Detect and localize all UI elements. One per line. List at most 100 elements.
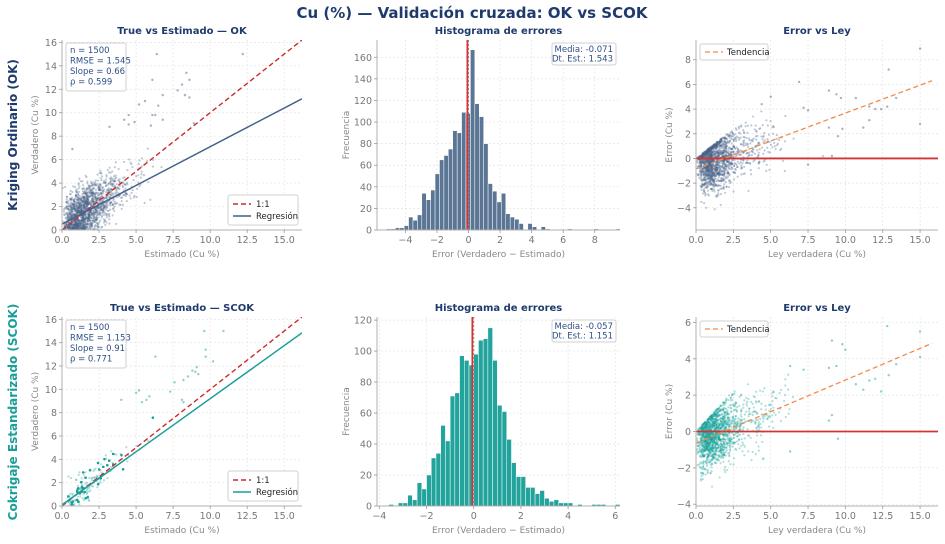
data-point — [102, 188, 106, 191]
data-point — [157, 104, 160, 107]
data-point — [98, 221, 101, 224]
data-point — [111, 182, 114, 185]
data-point — [723, 137, 726, 140]
data-point — [109, 180, 112, 183]
data-point — [102, 206, 106, 209]
data-point — [108, 222, 111, 225]
data-point — [87, 217, 90, 220]
data-point — [75, 193, 78, 197]
data-point — [748, 138, 751, 142]
data-point — [72, 226, 75, 230]
data-point — [707, 172, 710, 175]
data-point — [709, 146, 712, 149]
data-point — [84, 192, 87, 196]
data-point — [708, 153, 712, 156]
data-point — [63, 185, 67, 189]
data-point — [862, 126, 865, 129]
y-tick-label: 4 — [51, 179, 57, 190]
data-point — [723, 163, 726, 166]
y-tick-label: 12 — [45, 85, 57, 96]
data-point — [74, 209, 77, 212]
data-point — [84, 214, 88, 217]
data-point — [707, 148, 710, 151]
data-point — [714, 151, 717, 154]
data-point — [120, 200, 123, 203]
data-point — [67, 227, 70, 230]
data-point — [715, 184, 718, 188]
data-point — [113, 166, 116, 169]
data-point — [81, 194, 84, 198]
data-point — [95, 196, 98, 199]
data-point — [732, 138, 735, 142]
data-point — [76, 210, 79, 213]
data-point — [66, 217, 70, 220]
data-point — [74, 194, 77, 197]
data-point — [732, 138, 735, 141]
data-point — [918, 122, 922, 126]
data-point — [76, 224, 79, 227]
data-point — [110, 183, 113, 186]
data-point — [73, 212, 76, 216]
data-point — [886, 105, 889, 108]
data-point — [742, 139, 746, 142]
data-point — [706, 149, 709, 152]
data-point — [707, 149, 710, 152]
data-point — [89, 199, 92, 202]
data-point — [710, 159, 714, 162]
data-point — [725, 165, 728, 168]
data-point — [715, 172, 718, 175]
data-point — [721, 143, 724, 146]
data-point — [83, 218, 87, 221]
data-point — [81, 190, 85, 193]
data-point — [711, 171, 714, 174]
data-point — [75, 222, 79, 225]
data-point — [129, 161, 132, 164]
x-tick-label: 10.0 — [835, 235, 856, 246]
data-point — [72, 227, 75, 230]
data-point — [86, 203, 89, 206]
data-point — [724, 145, 728, 148]
data-point — [124, 187, 127, 190]
data-point — [69, 197, 72, 201]
data-point — [80, 225, 83, 228]
data-point — [78, 198, 81, 201]
data-point — [708, 161, 711, 165]
data-point — [725, 137, 728, 140]
data-point — [728, 172, 731, 176]
data-point — [82, 226, 85, 229]
data-point — [93, 212, 96, 215]
data-point — [721, 151, 724, 154]
data-point — [719, 144, 722, 147]
data-point — [86, 204, 89, 207]
data-point — [74, 220, 77, 224]
data-point — [94, 218, 98, 222]
data-point — [72, 226, 76, 230]
data-point — [716, 150, 720, 153]
data-point — [705, 150, 708, 153]
data-point — [73, 213, 77, 216]
data-point — [88, 201, 91, 204]
data-point — [82, 221, 85, 224]
data-point — [742, 144, 745, 147]
data-point — [715, 147, 718, 150]
data-point — [712, 146, 715, 149]
data-point — [99, 191, 103, 195]
data-point — [73, 206, 76, 209]
data-point — [75, 209, 78, 212]
data-point — [719, 171, 723, 174]
data-point — [84, 199, 87, 203]
data-point — [133, 120, 136, 124]
data-point — [72, 204, 76, 207]
data-point — [110, 176, 113, 179]
data-point — [180, 398, 184, 402]
data-point — [77, 225, 80, 228]
data-point — [72, 214, 75, 217]
data-point — [142, 173, 146, 177]
data-point — [99, 212, 102, 215]
data-point — [96, 173, 99, 176]
data-point — [713, 165, 716, 168]
data-point — [99, 177, 103, 180]
data-point — [96, 193, 100, 196]
data-point — [79, 197, 82, 200]
data-point — [710, 146, 714, 149]
